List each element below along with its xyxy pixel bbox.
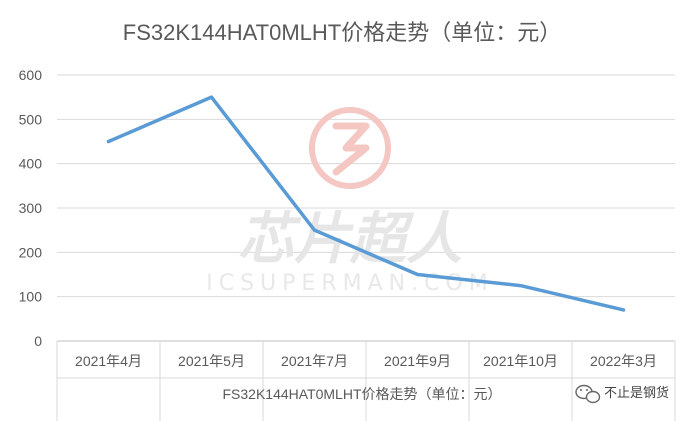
x-axis: 2021年4月 2021年5月 2021年7月 2021年9月 2021年10月 2022… [56,340,676,421]
data-point [106,139,111,144]
watermark: 芯片超人 ICSUPERMAN.COM [206,107,494,296]
x-tick-label: 2021年10月 [483,353,558,369]
x-tick-label: 2022年3月 [590,353,657,369]
y-tick-label: 600 [19,67,43,83]
chart-title: FS32K144HAT0MLHT价格走势（单位：元） [123,20,561,45]
data-point [518,283,523,288]
data-point [621,308,626,312]
y-tick-label: 500 [19,111,43,127]
wechat-badge: 不止是钢货 [575,384,669,404]
y-tick-label: 0 [34,333,42,349]
x-tick-label: 2021年7月 [281,353,348,369]
x-tick-label: 2021年5月 [178,353,245,369]
x-axis-label: FS32K144HAT0MLHT价格走势（单位：元） [222,386,501,402]
wechat-icon [575,384,601,404]
y-tick-label: 300 [19,200,43,216]
y-tick-label: 200 [19,244,43,260]
watermark-sub-text: ICSUPERMAN.COM [206,271,494,296]
x-tick-label: 2021年4月 [75,353,142,369]
wechat-account-name: 不止是钢货 [604,385,669,401]
series-line [106,95,626,312]
data-point [415,272,420,277]
y-tick-label: 100 [19,289,43,305]
watermark-logo [309,107,391,189]
data-point [312,228,317,232]
data-point [209,95,214,99]
series-layer [106,95,626,312]
x-tick-label: 2021年9月 [384,353,451,369]
watermark-main-text: 芯片超人 [238,207,462,272]
y-axis: 0 100 200 300 400 500 600 [19,67,43,349]
y-tick-label: 400 [19,156,43,172]
